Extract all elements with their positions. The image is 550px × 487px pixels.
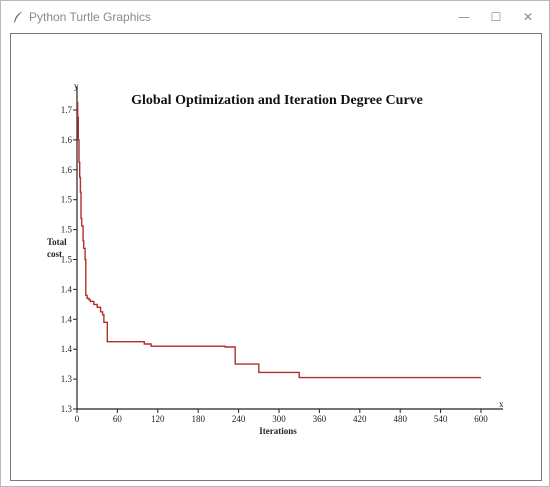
chart-title: Global Optimization and Iteration Degree… [131, 93, 423, 108]
feather-icon [14, 11, 23, 23]
x-tick-label: 300 [272, 414, 286, 424]
x-tick-label: 540 [434, 414, 448, 424]
y-tick-label: 1.3 [61, 404, 73, 414]
y-label-line1: Total [47, 237, 67, 247]
y-tick-label: 1.4 [61, 344, 73, 354]
x-tick-label: 60 [113, 414, 123, 424]
y-tick-label: 1.7 [61, 105, 73, 115]
window-title: Python Turtle Graphics [29, 10, 152, 24]
series-line [77, 101, 481, 379]
y-tick-label: 1.5 [61, 225, 73, 235]
x-ticks: 0 60 120 180 240 300 360 420 480 540 600 [75, 409, 488, 424]
minimize-button[interactable]: — [447, 1, 481, 33]
x-axis-label: Iterations [259, 426, 297, 436]
x-axis-name: x [499, 399, 504, 409]
y-label-line2: cost [47, 249, 62, 259]
y-tick-label: 1.3 [61, 374, 73, 384]
close-button[interactable]: ✕ [511, 1, 545, 33]
x-tick-label: 0 [75, 414, 80, 424]
x-tick-label: 120 [151, 414, 165, 424]
y-ticks: 1.3 1.3 1.4 1.4 1.4 1.5 1.5 1.5 1.6 1.6 1.7 [61, 105, 77, 414]
x-tick-label: 480 [393, 414, 407, 424]
y-tick-label: 1.4 [61, 314, 73, 324]
axes [76, 86, 503, 410]
x-tick-label: 600 [474, 414, 488, 424]
y-tick-label: 1.4 [61, 284, 73, 294]
y-tick-label: 1.6 [61, 165, 73, 175]
minimize-icon: — [458, 10, 470, 24]
maximize-icon: ☐ [490, 10, 502, 24]
series-group [77, 101, 481, 379]
x-tick-label: 360 [313, 414, 327, 424]
maximize-button[interactable]: ☐ [479, 1, 513, 33]
y-tick-label: 1.5 [61, 255, 73, 265]
title-bar[interactable]: Python Turtle Graphics — ☐ ✕ [1, 1, 549, 33]
y-tick-label: 1.6 [61, 135, 73, 145]
cost-curve-chart: Global Optimization and Iteration Degree… [47, 81, 504, 436]
turtle-canvas[interactable]: Global Optimization and Iteration Degree… [10, 33, 542, 481]
y-tick-label: 1.5 [61, 195, 73, 205]
close-icon: ✕ [522, 10, 534, 24]
x-tick-label: 420 [353, 414, 367, 424]
x-tick-label: 240 [232, 414, 246, 424]
x-tick-label: 180 [191, 414, 205, 424]
